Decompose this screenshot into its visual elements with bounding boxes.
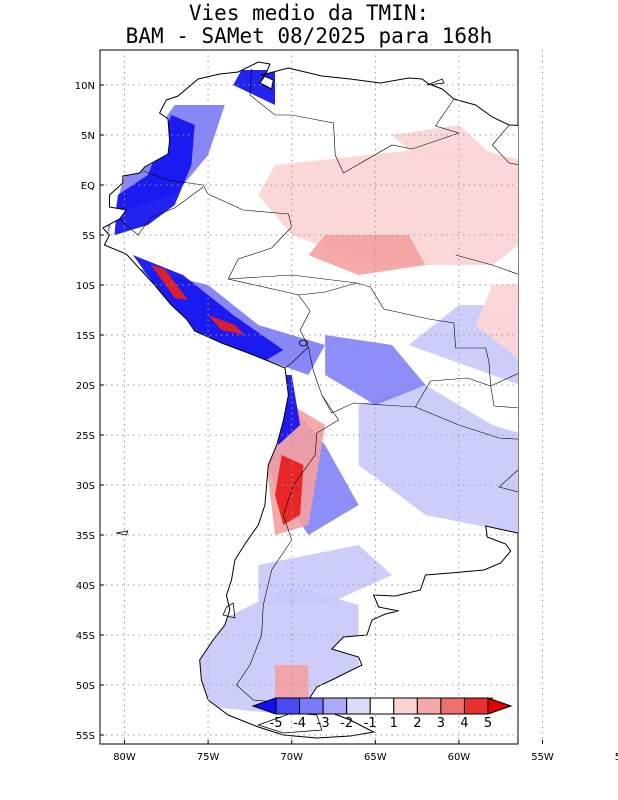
lon-tick-label: 55W [531,752,554,763]
lat-tick-label: 10N [75,81,95,92]
lat-tick-label: 40S [76,581,95,592]
lake-titicaca [299,339,308,347]
colorbar-segment [393,697,418,715]
colorbar-segment [275,697,301,715]
lat-tick-label: 45S [76,631,95,642]
colorbar-segment [440,697,465,715]
map-title-line1: Vies medio da TMIN: [188,1,430,25]
colorbar-segment [369,697,395,715]
country-border-line [343,98,460,174]
country-border-line [236,394,339,712]
lon-tick-label: 60W [448,752,471,763]
bias-shade-region [408,305,518,405]
colorbar-segment [322,697,348,715]
bias-shade-region [559,345,618,395]
map-title-line2: BAM - SAMet 08/2025 para 168h [125,24,493,48]
graticule [100,50,543,744]
longitude-axis: 80W75W70W65W60W55W50W45W40W35W [113,740,618,763]
island-outline [116,530,129,536]
bias-shade-region [275,455,304,525]
coastline [101,61,518,739]
bias-shade-region [151,265,188,300]
lat-tick-label: 5S [82,231,95,242]
lon-tick-label: 75W [197,752,220,763]
lon-tick-label: 70W [280,752,303,763]
country-border-line [568,390,618,415]
colorbar-label: 5 [484,716,492,731]
lat-tick-label: 35S [76,531,95,542]
country-border-line [228,274,357,284]
country-border-line [119,186,204,236]
country-border-line [249,68,344,174]
lat-tick-label: 25S [76,431,95,442]
lat-tick-label: 30S [76,481,95,492]
country-border-line [298,282,491,387]
lat-tick-label: 10S [76,281,95,292]
country-border-line [455,254,518,275]
country-border-line [579,133,599,161]
colorbar-label: 1 [390,716,398,731]
lat-tick-label: 5N [81,131,95,142]
colorbar-arrow-right [487,697,513,715]
colorbar-segment [346,697,371,715]
lon-tick-label: 50W [615,752,618,763]
lat-tick-label: 55S [76,731,95,742]
country-border-line [559,365,576,415]
bias-shade-region [543,425,618,485]
lat-tick-label: 50S [76,681,95,692]
colorbar-label: -5 [270,716,283,731]
island-outline [222,602,236,619]
colorbar-label: 4 [460,716,468,731]
colorbar-segment [299,697,324,715]
latitude-axis: 10N 5N EQ 5S 10S 15S 20S 25S 30S 35S 40S 45S 50S 55S [75,81,104,742]
country-border-line [498,469,518,493]
bias-shade-region [358,385,518,535]
country-border-line [566,445,618,447]
lon-tick-label: 80W [113,752,136,763]
bias-shade-region [308,235,426,275]
lat-tick-label: 20S [76,381,95,392]
colorbar-segment [416,697,442,715]
bias-shade-region [392,125,493,165]
lon-tick-label: 65W [364,752,387,763]
bias-shade-region [576,360,618,380]
colorbar-label: 3 [437,716,445,731]
colorbar-label: -3 [317,716,330,731]
country-borders [119,68,618,712]
island-outline [426,78,445,86]
colorbar-label: -1 [364,716,377,731]
country-border-line [415,385,518,440]
colorbar-label: -2 [340,716,353,731]
country-border-line [491,124,518,165]
lat-tick-label: EQ [81,181,95,192]
colorbar: -5 -4 -3 -2 -1 1 2 3 4 5 [251,697,513,731]
lat-tick-label: 15S [76,331,95,342]
bias-shade-region [208,315,245,335]
bias-shade-region [275,665,309,705]
island-outline [257,712,323,734]
colorbar-segment [463,697,489,715]
colorbar-label: -4 [293,716,306,731]
country-border-line [308,346,491,414]
colorbar-label: 2 [413,716,421,731]
